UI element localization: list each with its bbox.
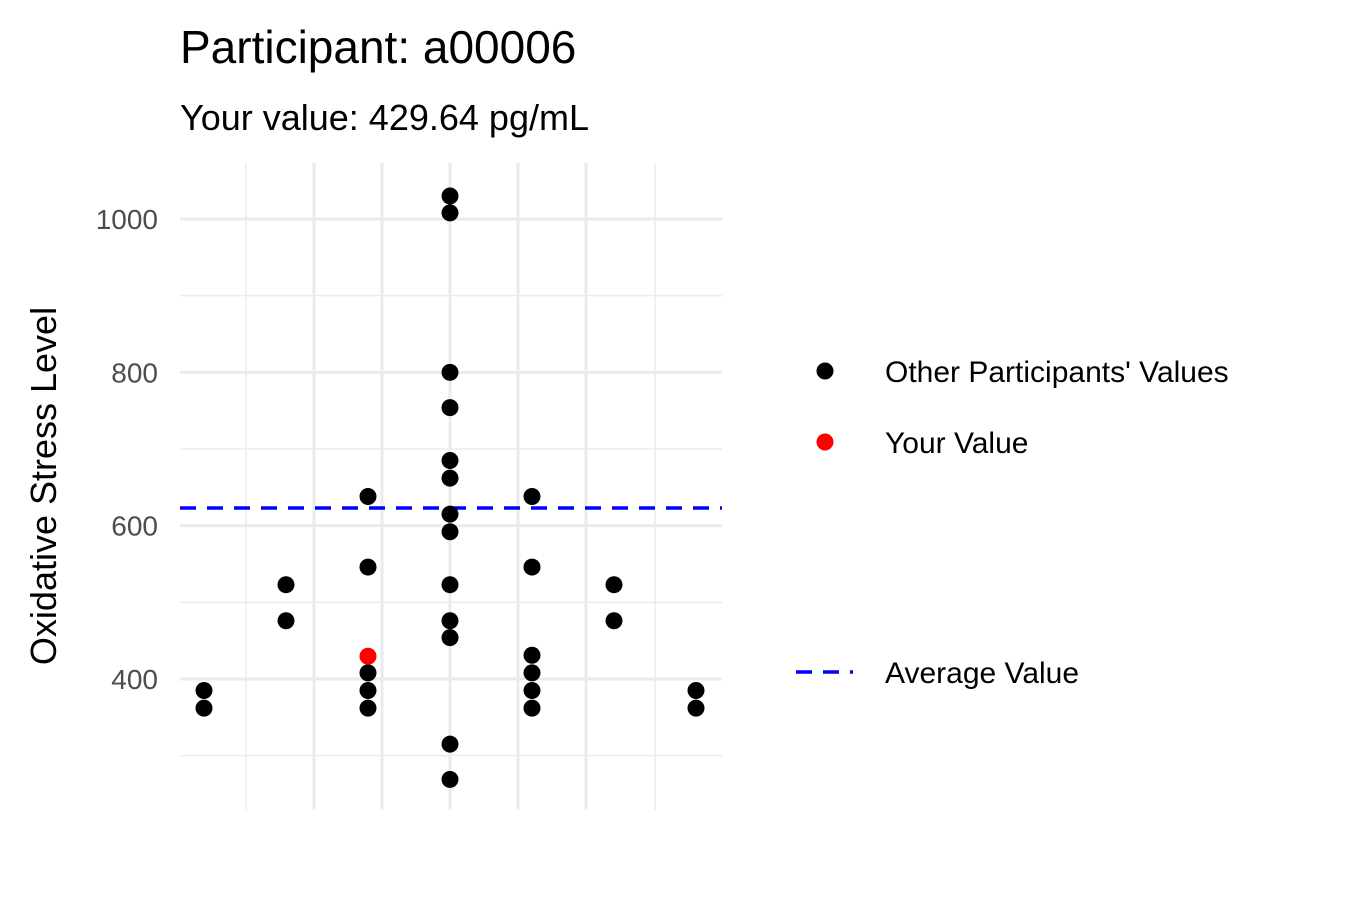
participant-point xyxy=(441,187,459,205)
participant-point xyxy=(687,682,705,699)
participant-point xyxy=(277,576,295,594)
participant-point xyxy=(359,682,377,699)
participant-point xyxy=(441,399,459,417)
participant-point xyxy=(359,488,377,506)
chart-subtitle: Your value: 429.64 pg/mL xyxy=(180,97,589,138)
legend-label: Other Participants' Values xyxy=(885,356,1229,389)
participant-point xyxy=(277,612,295,630)
participant-point xyxy=(441,735,459,753)
legend-your-value: Your Value xyxy=(816,427,1028,460)
participant-point xyxy=(441,452,459,469)
y-tick-labels: 400 600 800 1000 xyxy=(96,204,158,695)
participant-point xyxy=(359,558,377,576)
participant-point xyxy=(523,699,541,717)
legend-key-point xyxy=(816,362,834,380)
points-layer xyxy=(195,187,705,788)
participant-point xyxy=(523,488,541,506)
legend-key-point xyxy=(816,433,834,451)
participant-point xyxy=(441,629,459,647)
legend-label: Your Value xyxy=(885,427,1028,460)
participant-point xyxy=(441,523,459,541)
participant-point xyxy=(359,699,377,717)
y-tick-label: 1000 xyxy=(96,204,158,235)
participant-point xyxy=(195,699,213,717)
participant-point xyxy=(605,612,623,630)
participant-point xyxy=(441,363,459,381)
y-tick-label: 600 xyxy=(111,511,158,542)
participant-point xyxy=(523,558,541,576)
your-value-point xyxy=(359,647,377,665)
participant-point xyxy=(441,576,459,594)
participant-point xyxy=(441,770,459,788)
legend: Other Participants' Values Your Value Aver… xyxy=(796,356,1229,690)
participant-point xyxy=(195,682,213,699)
legend-label: Average Value xyxy=(885,657,1079,690)
legend-other-participants: Other Participants' Values xyxy=(816,356,1229,389)
participant-point xyxy=(359,664,377,682)
participant-point xyxy=(441,612,459,630)
legend-average-value: Average Value xyxy=(796,657,1079,690)
participant-point xyxy=(605,576,623,594)
participant-point xyxy=(523,682,541,699)
participant-point xyxy=(441,204,459,222)
y-axis-title: Oxidative Stress Level xyxy=(23,307,64,665)
participant-point xyxy=(523,646,541,664)
participant-point xyxy=(441,505,459,523)
participant-point xyxy=(441,469,459,487)
chart-title: Participant: a00006 xyxy=(180,21,576,73)
y-tick-label: 800 xyxy=(111,357,158,388)
participant-point xyxy=(523,664,541,682)
y-tick-label: 400 xyxy=(111,664,158,695)
participant-point xyxy=(687,699,705,717)
